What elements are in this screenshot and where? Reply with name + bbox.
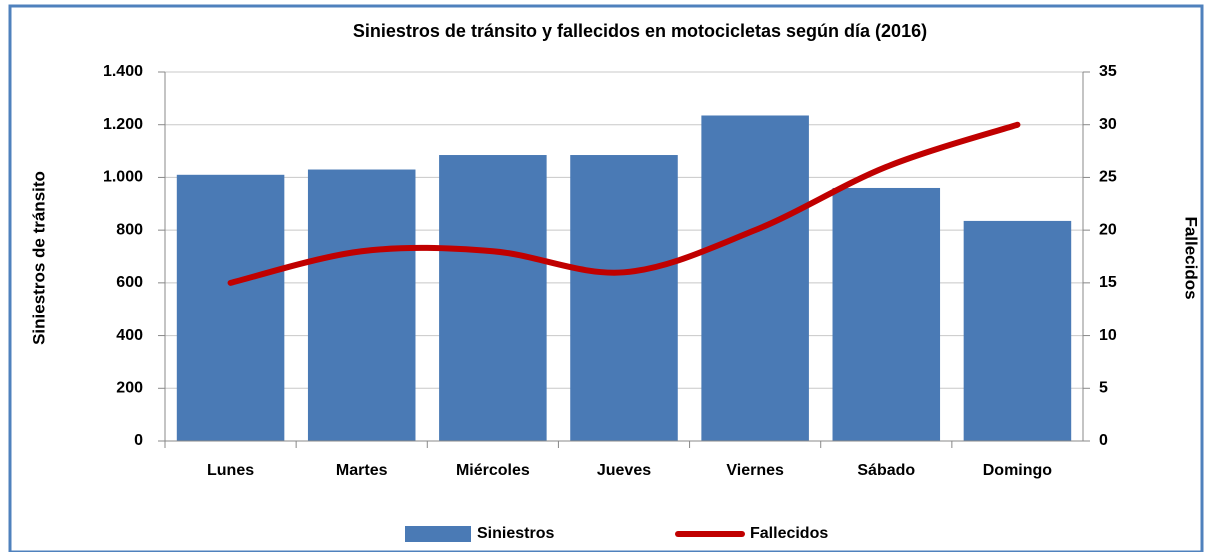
- x-tick-label: Domingo: [983, 462, 1053, 479]
- y2-tick-label: 15: [1099, 274, 1117, 291]
- bar: [439, 155, 547, 441]
- y-tick-label: 1.000: [103, 169, 143, 186]
- bar: [570, 155, 678, 441]
- bar: [701, 115, 809, 441]
- y2-axis-title: Fallecidos: [1182, 216, 1201, 299]
- bar: [307, 169, 416, 441]
- x-tick-label: Lunes: [207, 462, 254, 479]
- x-tick-label: Miércoles: [456, 462, 530, 479]
- y-tick-label: 800: [116, 221, 143, 238]
- bar: [963, 220, 1072, 441]
- y-tick-label: 400: [116, 327, 143, 344]
- bar: [832, 187, 941, 441]
- y2-tick-label: 30: [1099, 116, 1117, 133]
- bar: [176, 174, 285, 442]
- x-tick-label: Sábado: [857, 462, 915, 479]
- y2-tick-label: 10: [1099, 327, 1117, 344]
- y2-tick-label: 35: [1099, 63, 1117, 80]
- x-tick-label: Martes: [336, 462, 388, 479]
- legend-label: Fallecidos: [750, 525, 828, 542]
- y-tick-label: 600: [116, 274, 143, 291]
- y-axis-title: Siniestros de tránsito: [29, 171, 48, 345]
- y2-tick-label: 5: [1099, 380, 1108, 397]
- x-tick-label: Viernes: [726, 462, 784, 479]
- y-tick-label: 1.200: [103, 116, 143, 133]
- y2-tick-label: 0: [1099, 432, 1108, 449]
- line: [227, 121, 1021, 286]
- legend-swatch: [405, 526, 471, 542]
- legend-label: Siniestros: [477, 525, 554, 542]
- chart-title: Siniestros de tránsito y fallecidos en m…: [353, 21, 927, 41]
- y2-tick-label: 20: [1099, 221, 1117, 238]
- y-tick-label: 0: [134, 432, 143, 449]
- y-tick-label: 1.400: [103, 63, 143, 80]
- y-tick-label: 200: [116, 380, 143, 397]
- y2-tick-label: 25: [1099, 169, 1117, 186]
- x-tick-label: Jueves: [597, 462, 651, 479]
